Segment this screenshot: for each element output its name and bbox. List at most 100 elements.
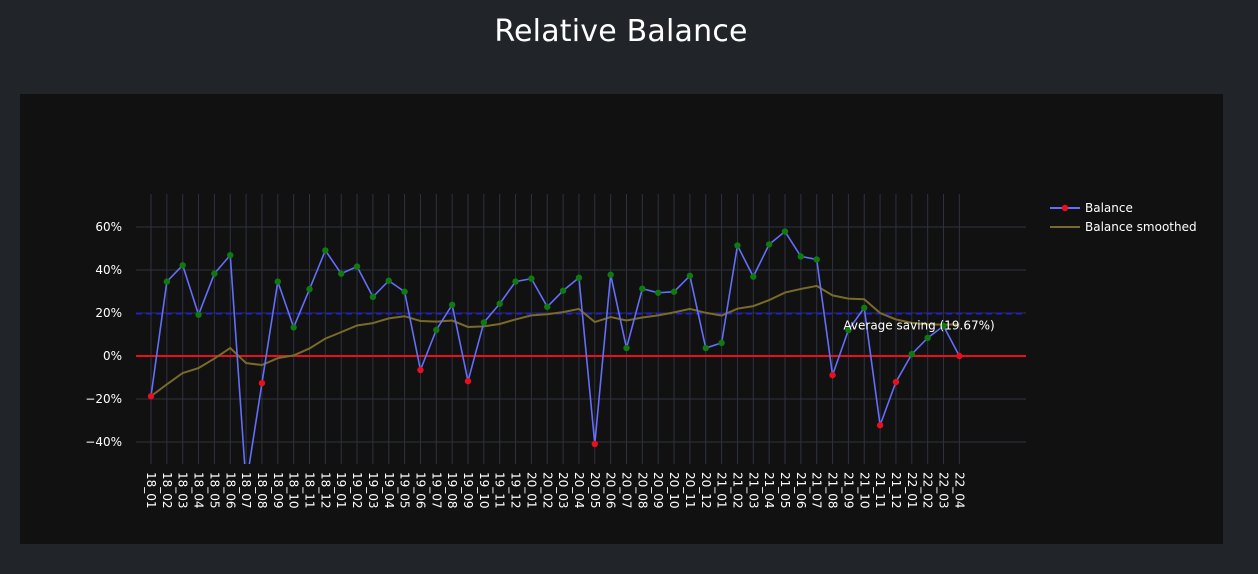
x-tick-label: 20_09 xyxy=(651,472,665,509)
chart-panel: −40% −20% 0% 20% 40% 60% 18_01 18_02 18_03 18_04 1… xyxy=(20,94,1223,544)
y-tick-label: 40% xyxy=(95,263,122,277)
data-point-balance xyxy=(195,311,202,318)
data-point-balance xyxy=(623,344,630,352)
x-tick-label: 18_04 xyxy=(192,472,206,509)
data-point-balance xyxy=(528,275,535,282)
data-point-balance xyxy=(211,270,218,277)
x-tick-label: 21_04 xyxy=(762,472,776,509)
y-tick-label: −40% xyxy=(85,435,122,449)
x-tick-label: 18_06 xyxy=(223,472,237,509)
x-tick-label: 20_10 xyxy=(667,472,681,509)
relative-balance-chart: −40%−20%0%20%40%60%18_01 18_02 18_03 18_04 1… xyxy=(85,194,1197,509)
x-tick-label: 19_09 xyxy=(461,472,475,509)
data-point-balance xyxy=(845,326,852,334)
series-line-balance-smoothed xyxy=(150,284,960,398)
data-point-balance xyxy=(591,440,598,448)
annotation-average-saving: Average saving (19.67%) xyxy=(843,319,994,333)
data-point-balance xyxy=(702,344,709,352)
x-tick-label: 18_09 xyxy=(271,472,285,509)
legend: Balance Balance smoothed xyxy=(1050,201,1197,234)
x-tick-label: 20_12 xyxy=(699,472,713,509)
x-tick-label: 21_02 xyxy=(730,472,744,509)
x-tick-label: 21_09 xyxy=(841,472,855,509)
data-point-balance xyxy=(322,247,329,254)
data-point-balance xyxy=(480,319,488,326)
data-point-balance xyxy=(861,304,868,312)
data-point-balance xyxy=(908,350,915,358)
data-point-balance xyxy=(781,228,789,235)
x-tick-label: 18_10 xyxy=(287,472,301,509)
data-point-balance xyxy=(734,242,741,249)
data-point-balance xyxy=(813,256,820,263)
data-point-balance xyxy=(512,278,519,285)
data-point-balance xyxy=(718,339,725,347)
data-point-balance xyxy=(258,379,266,387)
x-tick-label: 19_10 xyxy=(477,472,491,509)
data-point-balance xyxy=(448,301,456,309)
x-tick-label: 19_04 xyxy=(382,472,396,509)
data-layer xyxy=(147,228,963,464)
x-tick-label: 19_01 xyxy=(334,472,348,509)
data-point-balance xyxy=(306,285,313,293)
x-tick-label: 19_08 xyxy=(445,472,459,509)
x-tick-label: 22_02 xyxy=(921,472,935,509)
x-tick-label: 21_05 xyxy=(778,472,792,509)
x-tick-label: 20_06 xyxy=(604,472,618,509)
data-point-balance xyxy=(163,278,171,285)
x-tick-label: 22_04 xyxy=(952,472,966,509)
data-point-balance xyxy=(876,422,884,429)
data-point-balance xyxy=(338,270,345,277)
x-tick-label: 20_04 xyxy=(572,472,586,509)
data-point-balance xyxy=(956,352,963,360)
data-point-balance xyxy=(433,326,440,334)
data-point-balance xyxy=(639,285,646,292)
x-tick-label: 20_08 xyxy=(635,472,649,509)
x-tick-label: 20_07 xyxy=(620,472,634,509)
data-point-balance xyxy=(607,271,614,278)
x-tick-label: 21_11 xyxy=(873,472,887,509)
data-point-balance xyxy=(464,377,472,385)
x-tick-label: 22_01 xyxy=(905,472,919,509)
data-point-balance xyxy=(227,251,234,259)
data-point-balance xyxy=(575,274,583,281)
data-point-balance xyxy=(892,378,900,386)
data-point-balance xyxy=(924,334,931,342)
data-point-balance xyxy=(353,263,361,270)
x-tick-label: 18_12 xyxy=(318,472,332,509)
x-tick-label: 20_02 xyxy=(540,472,554,509)
x-tick-label: 20_03 xyxy=(556,472,570,509)
data-point-balance xyxy=(670,288,678,295)
x-tick-label: 21_01 xyxy=(715,472,729,509)
x-tick-label: 21_07 xyxy=(810,472,824,509)
x-tick-label: 19_05 xyxy=(398,472,412,509)
legend-label-balance: Balance xyxy=(1085,201,1133,215)
x-tick-label: 19_03 xyxy=(366,472,380,509)
y-tick-label: 60% xyxy=(95,220,122,234)
data-point-balance xyxy=(829,371,836,379)
data-point-balance xyxy=(369,293,377,301)
x-tick-label: 21_10 xyxy=(857,472,871,509)
x-tick-label: 20_01 xyxy=(524,472,538,509)
data-point-balance xyxy=(655,289,662,296)
x-tick-label: 21_12 xyxy=(889,472,903,509)
data-point-balance xyxy=(417,366,424,374)
x-tick-label: 20_05 xyxy=(588,472,602,509)
x-tick-label: 21_08 xyxy=(826,472,840,509)
data-point-balance xyxy=(750,273,757,280)
legend-marker-balance xyxy=(1061,204,1069,212)
legend-label-balance-smoothed: Balance smoothed xyxy=(1085,220,1197,234)
x-tick-label: 18_08 xyxy=(255,472,269,509)
data-point-balance xyxy=(940,322,947,330)
x-tick-label: 19_12 xyxy=(509,472,523,509)
grid-lines xyxy=(136,194,1026,464)
data-point-balance xyxy=(290,324,297,331)
x-tick-label: 18_03 xyxy=(176,472,190,509)
data-point-balance xyxy=(544,303,551,310)
data-point-balance xyxy=(686,272,694,280)
data-point-balance xyxy=(179,262,186,269)
x-tick-label: 18_05 xyxy=(207,472,221,509)
x-tick-label: 18_11 xyxy=(303,472,317,509)
x-tick-label: 18_02 xyxy=(160,472,174,509)
x-tick-label: 19_11 xyxy=(493,472,507,509)
data-point-balance xyxy=(274,278,281,285)
